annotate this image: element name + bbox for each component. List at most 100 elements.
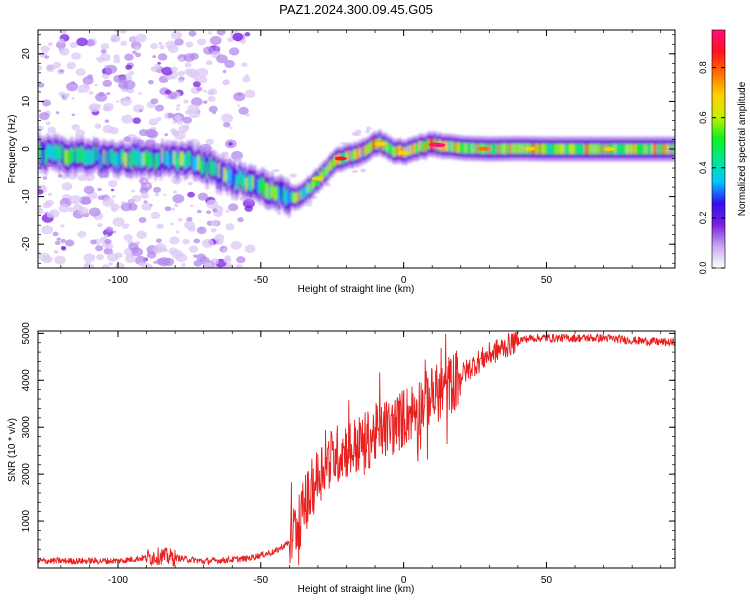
noise-speck <box>237 92 242 97</box>
ridge-core <box>269 186 272 201</box>
noise-speck <box>196 226 207 235</box>
ridge-core <box>391 144 394 156</box>
noise-speck <box>65 239 75 247</box>
noise-speck <box>46 211 55 219</box>
noise-speck <box>111 35 120 42</box>
noise-speck <box>125 254 137 264</box>
ridge-core <box>576 143 579 155</box>
ridge-core <box>495 143 498 155</box>
ridge-core <box>370 140 373 152</box>
ridge-core <box>569 143 572 155</box>
noise-speck <box>100 49 107 54</box>
noise-speck <box>207 31 213 35</box>
colorbar-tick-label: 0.4 <box>698 162 708 175</box>
ridge-core <box>313 176 317 187</box>
noise-speck <box>129 199 135 204</box>
ridge-core <box>152 149 156 165</box>
ridge-core <box>118 151 121 167</box>
noise-speck <box>76 37 88 47</box>
ridge-core <box>190 150 193 166</box>
noise-speck <box>114 262 125 268</box>
ridge-core <box>161 148 164 164</box>
ridge-core <box>84 151 87 166</box>
ridge-core <box>552 143 555 155</box>
noise-speck <box>238 106 249 115</box>
ridge-core <box>397 145 401 156</box>
ridge-core <box>493 143 497 155</box>
spectrogram-y-tick-label: 0 <box>21 146 32 152</box>
ridge-core <box>154 154 157 170</box>
snr-ticks: -100 -50 0 50 1000 2000 3000 4000 5000 <box>21 322 675 586</box>
ridge-core <box>173 150 176 166</box>
ridge-core <box>163 153 166 168</box>
ridge-core <box>250 175 253 192</box>
ridge-core <box>89 150 92 165</box>
spectrogram-x-tick-label: -50 <box>254 275 269 286</box>
ridge-core <box>334 155 337 166</box>
ridge-core <box>425 141 428 152</box>
noise-speck <box>75 129 85 137</box>
ridge-core <box>272 185 276 200</box>
noise-speck <box>69 195 82 205</box>
noise-speck <box>97 187 102 192</box>
ridge-core <box>461 142 464 154</box>
noise-speck <box>366 126 372 131</box>
ridge-core <box>209 157 212 173</box>
noise-speck <box>197 38 207 46</box>
ridge-core <box>363 146 366 157</box>
ridge-core <box>48 144 51 158</box>
ridge-core <box>492 143 495 155</box>
noise-speck <box>351 169 359 174</box>
noise-speck <box>201 144 206 147</box>
ridge-core <box>619 143 622 155</box>
ridge-core <box>632 143 636 155</box>
noise-speck <box>138 109 143 113</box>
ridge-core <box>283 187 286 202</box>
ridge-core <box>445 141 449 152</box>
ridge-core <box>204 157 207 173</box>
ridge-core <box>70 147 73 163</box>
ridge-core <box>291 191 294 202</box>
noise-speck <box>227 203 239 212</box>
ridge-core <box>156 153 159 168</box>
noise-speck <box>44 55 49 59</box>
noise-speck <box>245 74 250 78</box>
noise-speck <box>175 107 180 111</box>
noise-speck <box>58 204 70 213</box>
ridge-core <box>624 143 627 155</box>
ridge-core <box>499 143 502 155</box>
ridge-core <box>579 143 582 155</box>
noise-speck <box>45 121 51 126</box>
ridge-core <box>200 161 204 175</box>
ridge-core <box>60 144 63 159</box>
ridge-core <box>94 149 97 163</box>
ridge-core <box>591 143 594 155</box>
noise-speck <box>205 138 215 146</box>
spectrogram-x-tick-label: 0 <box>401 275 407 286</box>
noise-speck <box>228 142 233 146</box>
noise-speck <box>42 202 51 209</box>
ridge-core <box>665 143 668 155</box>
noise-speck <box>71 123 80 131</box>
noise-speck <box>66 81 79 92</box>
ridge-core <box>456 142 459 153</box>
ridge-core <box>634 143 637 155</box>
ridge-core <box>360 148 363 159</box>
ridge-core <box>565 143 569 155</box>
snr-x-tick-label: 50 <box>541 575 553 586</box>
ridge-core <box>233 168 236 183</box>
snr-y-tick-label: 4000 <box>21 369 32 392</box>
ridge-core <box>195 156 198 171</box>
ridge-core <box>284 191 288 206</box>
noise-speck <box>154 192 160 197</box>
noise-speck <box>99 53 111 62</box>
noise-speck <box>164 206 172 212</box>
noise-speck <box>225 209 230 213</box>
ridge-core <box>572 143 576 155</box>
noise-speck <box>131 189 136 193</box>
noise-speck <box>216 30 226 36</box>
ridge-core <box>238 169 241 183</box>
ridge-core <box>372 139 375 150</box>
ridge-core <box>332 157 336 168</box>
